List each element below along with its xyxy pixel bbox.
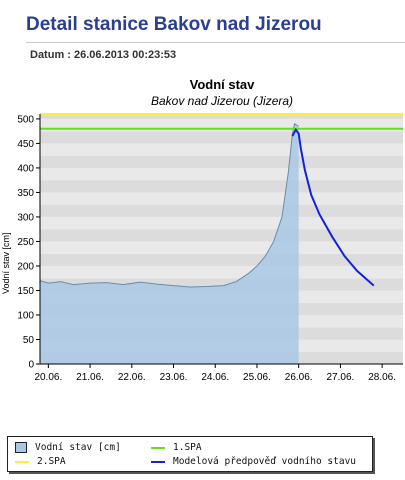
y-tick-label: 500 bbox=[17, 114, 34, 125]
y-tick-label: 350 bbox=[17, 188, 34, 199]
legend-swatch-area bbox=[15, 442, 27, 453]
grid-band bbox=[40, 265, 403, 279]
grid-band bbox=[40, 229, 403, 242]
y-tick-label: 250 bbox=[17, 237, 34, 248]
grid-band bbox=[40, 216, 403, 230]
x-tick-label: 23.06. bbox=[160, 372, 188, 383]
legend-item-1spa: 1.SPA bbox=[151, 442, 202, 453]
datum-timestamp: Datum : 26.06.2013 00:23:53 bbox=[30, 49, 177, 61]
chart-svg: Vodní stav Bakov nad Jizerou (Jizera) Vo… bbox=[1, 77, 403, 383]
y-tick-label: 50 bbox=[23, 335, 35, 346]
legend-swatch-line bbox=[151, 446, 165, 449]
legend-label: 1.SPA bbox=[173, 442, 202, 453]
series-line-water-level bbox=[39, 123, 299, 288]
grid-band bbox=[40, 253, 403, 266]
chart-subtitle: Bakov nad Jizerou (Jizera) bbox=[151, 94, 293, 108]
series-line-forecast bbox=[291, 127, 375, 287]
x-tick-label: 20.06. bbox=[34, 372, 62, 383]
title-divider bbox=[26, 42, 405, 43]
x-tick-label: 25.06. bbox=[243, 372, 271, 383]
legend-label: Vodní stav [cm] bbox=[35, 442, 121, 453]
y-tick-label: 200 bbox=[17, 261, 34, 272]
legend-item-water-level: Vodní stav [cm] bbox=[15, 442, 121, 453]
x-tick-label: 26.06. bbox=[285, 372, 313, 383]
series-area-water-level bbox=[40, 123, 299, 364]
legend-swatch-line bbox=[15, 460, 29, 463]
y-tick-label: 400 bbox=[17, 163, 34, 174]
legend-item-2spa: 2.SPA bbox=[15, 456, 66, 467]
grid-band bbox=[40, 155, 403, 168]
legend-swatch-line bbox=[151, 460, 165, 463]
legend-label: 2.SPA bbox=[37, 456, 66, 467]
grid-band bbox=[40, 241, 403, 254]
x-tick-label: 27.06. bbox=[327, 372, 355, 383]
x-tick-label: 28.06. bbox=[368, 372, 396, 383]
y-tick-label: 0 bbox=[28, 360, 34, 371]
legend-item-forecast: Modelová předpověď vodního stavu bbox=[151, 456, 356, 467]
plot-area: 0 50 100 150 200 250 300 350 400 450 500 20.06. 21.0… bbox=[17, 113, 403, 383]
grid-band bbox=[40, 167, 403, 181]
grid-band bbox=[40, 143, 403, 156]
x-tick-label: 21.06. bbox=[76, 372, 104, 383]
y-tick-label: 150 bbox=[17, 286, 34, 297]
x-tick-label: 22.06. bbox=[118, 372, 146, 383]
y-tick-label: 450 bbox=[17, 139, 34, 150]
y-tick-label: 100 bbox=[17, 310, 34, 321]
grid-band bbox=[40, 180, 403, 193]
legend-label: Modelová předpověď vodního stavu bbox=[173, 456, 357, 467]
grid-band bbox=[40, 192, 403, 205]
grid-band bbox=[40, 114, 403, 119]
x-tick-label: 24.06. bbox=[201, 372, 229, 383]
y-axis-label: Vodní stav [cm] bbox=[1, 232, 11, 294]
y-tick-label: 300 bbox=[17, 212, 34, 223]
water-level-chart: Vodní stav Bakov nad Jizerou (Jizera) Vo… bbox=[0, 72, 405, 390]
grid-band bbox=[40, 131, 403, 144]
chart-title: Vodní stav bbox=[190, 77, 256, 92]
grid-band bbox=[40, 204, 403, 217]
page-title: Detail stanice Bakov nad Jizerou bbox=[26, 14, 322, 35]
chart-legend: Vodní stav [cm] 1.SPA 2.SPA Modelová pře… bbox=[7, 436, 373, 472]
